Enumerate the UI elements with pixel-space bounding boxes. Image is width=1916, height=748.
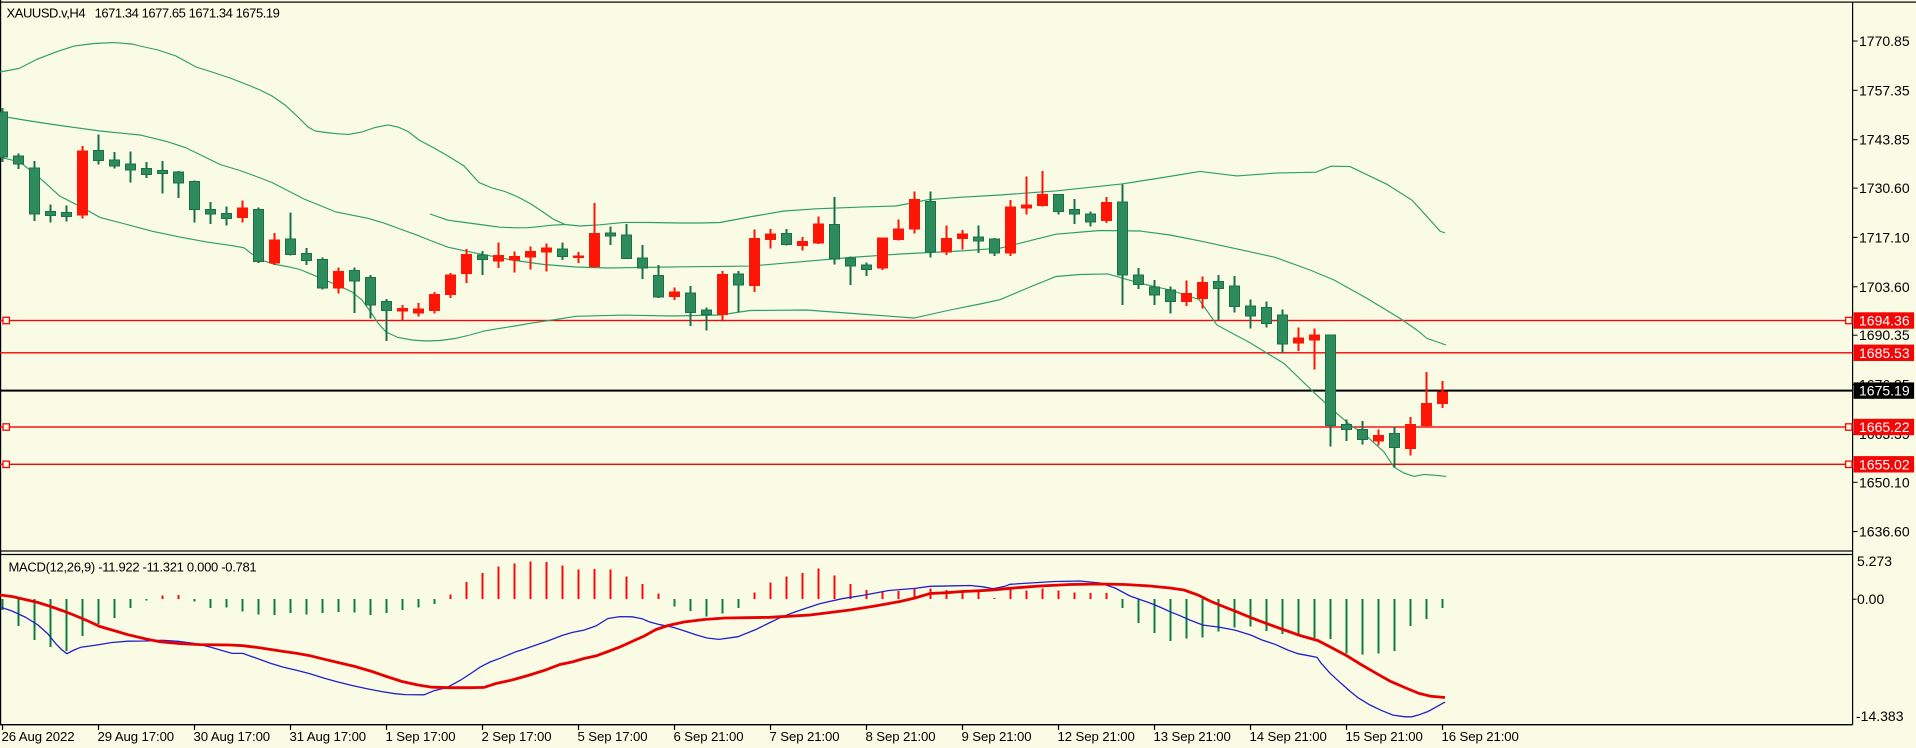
svg-text:1650.10: 1650.10 xyxy=(1859,474,1910,490)
svg-text:26 Aug 2022: 26 Aug 2022 xyxy=(2,729,75,744)
svg-text:0.00: 0.00 xyxy=(1857,591,1884,607)
svg-text:MACD(12,26,9) -11.922 -11.321: MACD(12,26,9) -11.922 -11.321 0.000 -0.7… xyxy=(9,559,257,574)
svg-text:14 Sep 21:00: 14 Sep 21:00 xyxy=(1250,729,1327,744)
svg-text:12 Sep 21:00: 12 Sep 21:00 xyxy=(1058,729,1135,744)
svg-text:5 Sep 17:00: 5 Sep 17:00 xyxy=(578,729,648,744)
svg-text:9 Sep 21:00: 9 Sep 21:00 xyxy=(962,729,1032,744)
svg-text:-14.383: -14.383 xyxy=(1856,708,1904,724)
svg-text:5.273: 5.273 xyxy=(1857,553,1892,569)
svg-text:1 Sep 17:00: 1 Sep 17:00 xyxy=(386,729,456,744)
svg-text:31 Aug 17:00: 31 Aug 17:00 xyxy=(290,729,367,744)
svg-text:1690.35: 1690.35 xyxy=(1859,327,1910,343)
svg-text:6 Sep 21:00: 6 Sep 21:00 xyxy=(674,729,744,744)
svg-text:2 Sep 17:00: 2 Sep 17:00 xyxy=(482,729,552,744)
svg-text:1655.02: 1655.02 xyxy=(1859,456,1910,472)
svg-text:1636.60: 1636.60 xyxy=(1859,524,1910,540)
svg-text:1730.60: 1730.60 xyxy=(1859,180,1910,196)
svg-text:1675.19: 1675.19 xyxy=(1859,383,1910,399)
svg-text:1717.10: 1717.10 xyxy=(1859,229,1910,245)
svg-text:16 Sep 21:00: 16 Sep 21:00 xyxy=(1442,729,1519,744)
svg-text:1665.22: 1665.22 xyxy=(1859,419,1910,435)
svg-text:15 Sep 21:00: 15 Sep 21:00 xyxy=(1346,729,1423,744)
svg-text:7 Sep 21:00: 7 Sep 21:00 xyxy=(770,729,840,744)
svg-text:1743.85: 1743.85 xyxy=(1859,132,1910,148)
svg-text:1703.60: 1703.60 xyxy=(1859,279,1910,295)
svg-text:30 Aug 17:00: 30 Aug 17:00 xyxy=(194,729,271,744)
svg-text:XAUUSD.v,H4 1671.34 1677.65: XAUUSD.v,H4 1671.34 1677.65 1671.34 1675… xyxy=(7,5,280,20)
svg-text:13 Sep 21:00: 13 Sep 21:00 xyxy=(1154,729,1231,744)
svg-text:1770.85: 1770.85 xyxy=(1859,33,1910,49)
svg-text:1757.35: 1757.35 xyxy=(1859,82,1910,98)
svg-text:1685.53: 1685.53 xyxy=(1859,345,1910,361)
svg-text:29 Aug 17:00: 29 Aug 17:00 xyxy=(98,729,175,744)
svg-text:8 Sep 21:00: 8 Sep 21:00 xyxy=(866,729,936,744)
svg-text:1694.36: 1694.36 xyxy=(1859,313,1910,329)
